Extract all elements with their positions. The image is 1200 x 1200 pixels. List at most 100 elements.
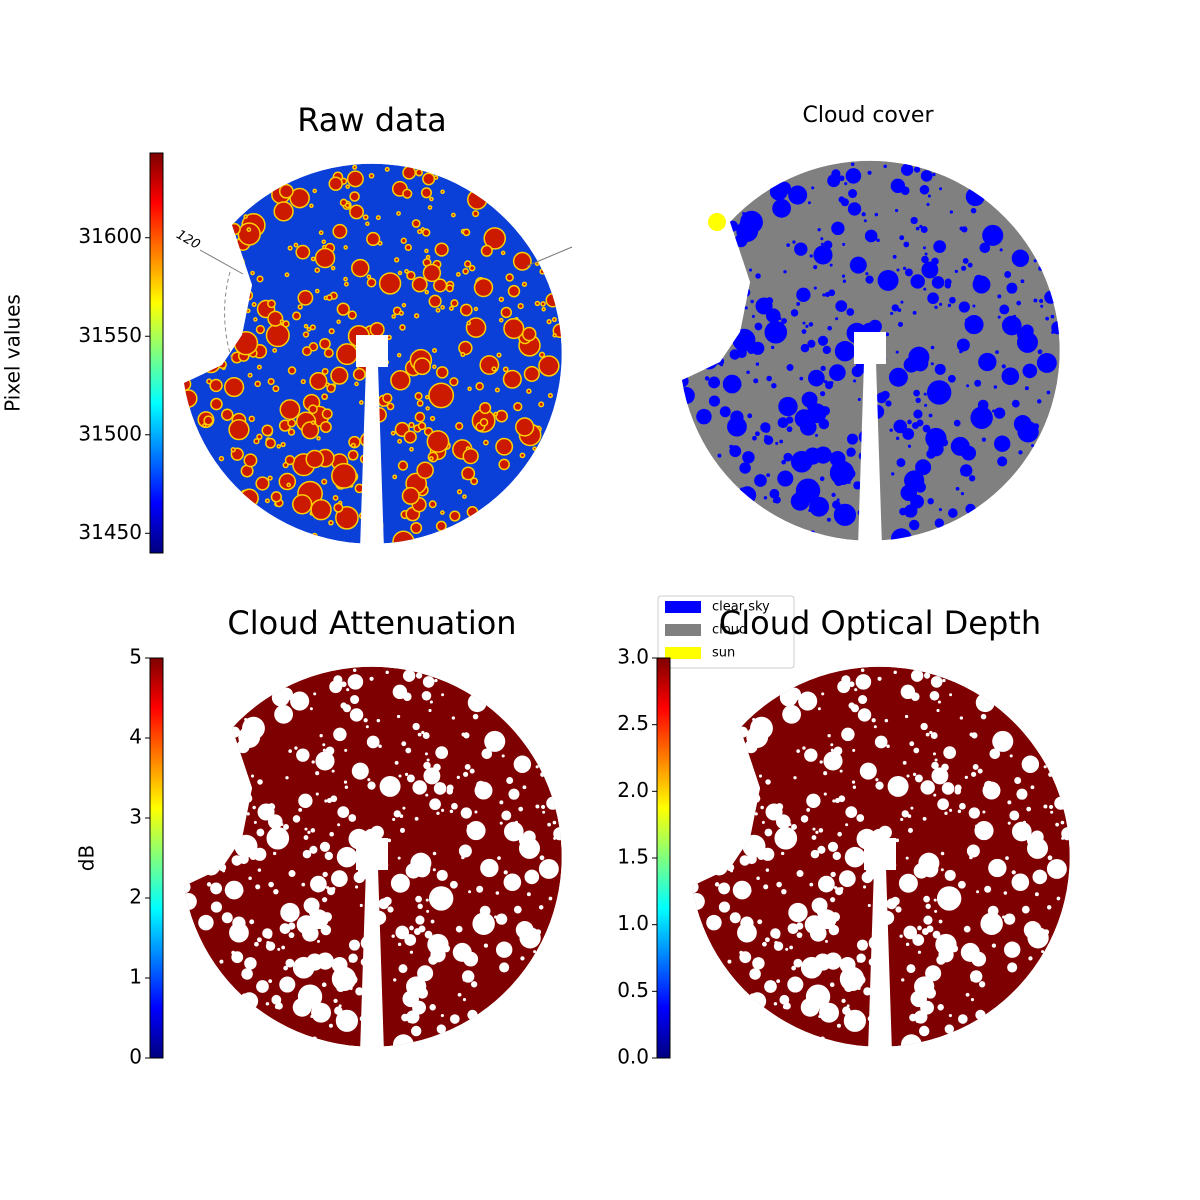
cloud-blob (820, 242, 824, 246)
cloud-blob (187, 318, 195, 325)
cloud-blob (997, 294, 1002, 299)
cloud-blob (545, 292, 561, 308)
cloud-blob (417, 421, 427, 431)
legend-label: sun (712, 646, 735, 661)
cloud-blob (902, 760, 907, 765)
cloud-blob (246, 227, 252, 232)
cloud-blob (856, 953, 866, 963)
cloud-blob (944, 869, 956, 881)
cloud-blob (223, 376, 245, 398)
cloud-blob (1021, 905, 1030, 914)
cloud-blob (274, 704, 294, 724)
cloud-blob (236, 808, 240, 812)
cloud-blob (793, 776, 797, 780)
cloud-blob (1004, 271, 1012, 278)
cloud-blob (907, 444, 912, 448)
cloud-blob (515, 921, 534, 939)
cloud-blob (925, 427, 947, 450)
cloud-blob (424, 752, 428, 756)
mast (356, 838, 388, 870)
cloud-blob (541, 804, 546, 809)
cloud-blob (320, 924, 332, 936)
cloud-blob (925, 732, 930, 737)
cloud-blob (211, 798, 216, 802)
cloud-blob (424, 930, 433, 939)
cloud-blob (432, 364, 437, 370)
cloud-blob (965, 992, 970, 997)
cloud-blob (692, 339, 698, 345)
cloud-blob (740, 287, 751, 298)
cloud-blob (810, 530, 815, 536)
cloud-blob (243, 453, 258, 468)
cloud-blob (287, 428, 296, 436)
cloud-blob (547, 392, 554, 399)
cloud-blob (343, 276, 348, 282)
cloud-blob (234, 834, 258, 858)
cloud-blob (385, 670, 389, 675)
cloud-blob (818, 875, 835, 893)
cloud-blob (398, 964, 408, 974)
cloud-blob (905, 856, 909, 860)
cloud-blob (979, 242, 991, 254)
cloud-blob (775, 803, 784, 811)
cloud-blob (1023, 921, 1042, 939)
cloud-blob (293, 242, 299, 248)
cloud-blob (202, 926, 206, 930)
cloud-blob (382, 896, 392, 906)
cloud-blob (456, 775, 460, 780)
cloud-blob (223, 811, 233, 821)
cloud-blob (267, 377, 275, 386)
cloud-blob (314, 247, 336, 269)
cloud-blob (349, 708, 364, 722)
cloud-blob (754, 322, 763, 331)
cloud-blob (333, 502, 344, 513)
cloud-blob (429, 959, 433, 964)
cloud-blob (829, 460, 855, 486)
cloud-blob (812, 827, 816, 831)
cloud-blob (923, 672, 931, 679)
cloud-blob (337, 806, 350, 819)
cloud-blob (933, 240, 947, 253)
cloud-blob (410, 1025, 422, 1037)
cloud-blob (776, 881, 782, 888)
cloud-blob (796, 870, 804, 878)
cloud-blob (546, 319, 552, 325)
cloud-blob (459, 303, 473, 317)
cloud-blob (436, 1024, 446, 1034)
cloud-blob (978, 352, 997, 372)
cloud-blob (847, 202, 862, 216)
cloud-blob (751, 314, 755, 318)
mast-shadow (858, 362, 882, 547)
cloud-blob (907, 814, 912, 818)
cloud-blob (397, 270, 403, 276)
cloud-blob (217, 359, 227, 370)
cloud-blob (210, 901, 223, 913)
colorbar-label: dB (75, 845, 99, 871)
cloud-blob (369, 676, 374, 681)
cloud-blob (292, 311, 302, 321)
cloud-blob (692, 854, 703, 879)
cloud-blob (992, 409, 996, 413)
cloud-blob (770, 345, 775, 350)
cloud-blob (195, 793, 208, 806)
cloud-blob (387, 838, 392, 843)
mast (864, 838, 896, 870)
cloud-blob (228, 222, 241, 236)
cloud-blob (910, 806, 914, 810)
cloud-blob (221, 408, 234, 421)
cloud-blob (970, 771, 977, 777)
cloud-blob (718, 901, 731, 913)
cloud-blob (874, 212, 879, 217)
cloud-blob (964, 315, 984, 335)
cloud-blob (250, 774, 255, 778)
cloud-blob (747, 413, 753, 419)
cloud-blob (255, 324, 266, 335)
cloud-blob (355, 987, 364, 996)
cloud-blob (820, 237, 824, 241)
cloud-blob (800, 815, 809, 823)
cloud-blob (348, 814, 357, 822)
cloud-blob (245, 308, 251, 314)
cloud-blob (1051, 330, 1055, 334)
cloud-blob (817, 707, 821, 711)
cloud-blob (351, 258, 370, 278)
